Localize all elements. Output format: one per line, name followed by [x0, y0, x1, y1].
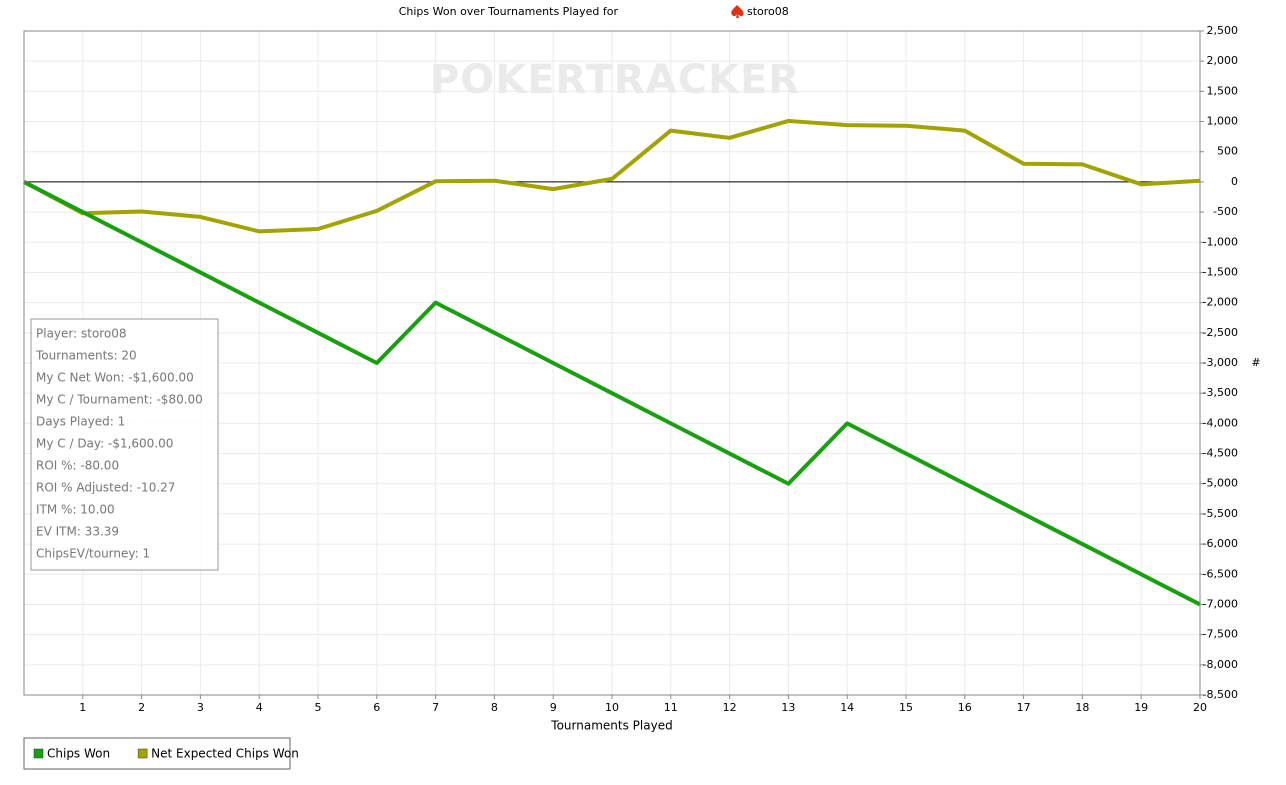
y-tick-label: -4,500	[1203, 447, 1238, 460]
legend-label: Net Expected Chips Won	[151, 747, 299, 761]
y-tick-label: 0	[1231, 175, 1238, 188]
player-name: storo08	[747, 5, 789, 18]
stat-line: Tournaments: 20	[35, 349, 137, 363]
series-line	[23, 118, 1201, 234]
x-tick-label: 15	[899, 701, 913, 714]
stat-line: EV ITM: 33.39	[36, 525, 119, 539]
x-tick-label: 18	[1075, 701, 1089, 714]
y-tick-label: -7,500	[1203, 628, 1238, 641]
y-tick-label: -3,000	[1203, 356, 1238, 369]
y-tick-label: -1,500	[1203, 265, 1238, 278]
y-tick-label: -3,500	[1203, 386, 1238, 399]
legend-swatch	[137, 748, 148, 759]
x-tick-label: 13	[781, 701, 795, 714]
y-tick-label: -8,000	[1203, 658, 1238, 671]
y-tick-label: -5,500	[1203, 507, 1238, 520]
x-tick-label: 6	[373, 701, 380, 714]
y-tick-label: -7,000	[1203, 597, 1238, 610]
y-tick-label: 2,500	[1207, 24, 1239, 37]
stats: Player: storo08 Tournaments: 20 My C Net W…	[35, 327, 203, 561]
y-tick-label: -4,000	[1203, 416, 1238, 429]
x-tick-label: 11	[664, 701, 678, 714]
x-tick-label: 4	[256, 701, 263, 714]
y-tick-label: 1,000	[1207, 115, 1239, 128]
x-tick-label: 16	[958, 701, 972, 714]
stats-box	[30, 318, 219, 571]
x-tick-label: 1	[79, 701, 86, 714]
x-tick-label: 10	[605, 701, 619, 714]
x-tick-label: 17	[1017, 701, 1031, 714]
x-tick-label: 8	[491, 701, 498, 714]
x-tick-label: 9	[550, 701, 557, 714]
stat-line: ITM %: 10.00	[36, 503, 115, 517]
legend-swatch	[33, 748, 44, 759]
y-tick-label: -6,000	[1203, 537, 1238, 550]
y-tick-label: -2,000	[1203, 296, 1238, 309]
legend-items: Chips Won Net Expected Chips Won	[33, 747, 299, 761]
y-tick-label: -5,000	[1203, 477, 1238, 490]
stat-line: My C Net Won: -$1,600.00	[36, 371, 194, 385]
stat-line: Player: storo08	[36, 327, 127, 341]
stat-line: ROI %: -80.00	[36, 459, 119, 473]
x-tick-label: 14	[840, 701, 854, 714]
y-tick-label: 500	[1217, 145, 1238, 158]
legend	[23, 737, 291, 770]
stat-line: My C / Day: -$1,600.00	[36, 437, 173, 451]
lines	[23, 118, 1201, 607]
y-axis-label: #	[1251, 356, 1260, 369]
legend-label: Chips Won	[47, 747, 110, 761]
stat-line: Days Played: 1	[36, 415, 125, 429]
y-tick-label: -500	[1213, 205, 1238, 218]
x-tick-label: 12	[723, 701, 737, 714]
y-tick-label: 1,500	[1207, 84, 1239, 97]
y-tick-label: 2,000	[1207, 54, 1239, 67]
chart-title: Chips Won over Tournaments Played for	[399, 5, 619, 18]
y-tick-label: -6,500	[1203, 567, 1238, 580]
y-tick-label: -1,000	[1203, 235, 1238, 248]
x-tick-label: 20	[1193, 701, 1207, 714]
x-tick-label: 5	[315, 701, 322, 714]
x-tick-label: 19	[1134, 701, 1148, 714]
x-tick-label: 7	[432, 701, 439, 714]
stat-line: ChipsEV/tourney: 1	[36, 547, 150, 561]
watermark: POKERTRACKER	[430, 57, 800, 103]
stat-line: ROI % Adjusted: -10.27	[36, 481, 175, 495]
y-tick-label: -2,500	[1203, 326, 1238, 339]
x-tick-label: 3	[197, 701, 204, 714]
x-axis-label: Tournaments Played	[550, 719, 672, 733]
x-tick-label: 2	[138, 701, 145, 714]
spade-icon	[731, 5, 744, 18]
y-tick-label: -8,500	[1203, 688, 1238, 701]
series-line	[23, 180, 1201, 607]
plot-frame	[23, 30, 1201, 696]
stat-line: My C / Tournament: -$80.00	[36, 393, 203, 407]
